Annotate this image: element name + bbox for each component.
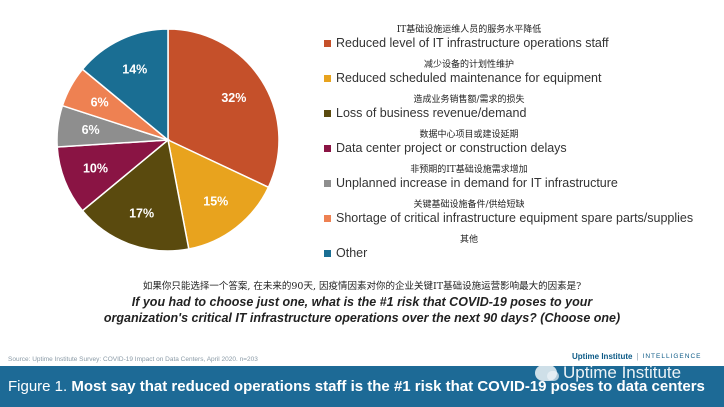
- legend-label: Data center project or construction dela…: [336, 141, 567, 155]
- brand-name: Uptime Institute: [572, 352, 633, 361]
- legend-label-zh: 减少设备的计划性维护: [423, 60, 514, 70]
- legend-item: 其他 Other: [324, 232, 724, 267]
- legend-item: 造成业务销售额/需求的损失 Loss of business revenue/d…: [324, 92, 724, 127]
- legend-label-zh: 数据中心项目或建设延期: [419, 130, 519, 140]
- legend-swatch: [324, 109, 331, 117]
- brand-separator: |: [636, 352, 639, 361]
- slice-label: 17%: [129, 206, 154, 220]
- slice-label: 6%: [91, 95, 109, 109]
- legend-item: 减少设备的计划性维护 Reduced scheduled maintenance…: [324, 57, 724, 92]
- legend-label: Loss of business revenue/demand: [336, 106, 527, 120]
- wechat-icon: [535, 365, 559, 381]
- legend-item: 非预期的IT基础设施需求增加 Unplanned increase in dem…: [324, 162, 724, 197]
- legend-label: Shortage of critical infrastructure equi…: [336, 211, 694, 225]
- legend-swatch: [324, 39, 331, 47]
- legend-label: Other: [336, 246, 368, 260]
- slice-label: 10%: [83, 162, 108, 176]
- legend-label-zh: 造成业务销售额/需求的损失: [413, 95, 525, 105]
- legend-label-zh: IT基础设施运维人员的服务水平降低: [396, 25, 542, 35]
- legend-item: 数据中心项目或建设延期 Data center project or const…: [324, 127, 724, 162]
- watermark-text: Uptime Institute: [563, 363, 682, 382]
- legend-label-zh: 其他: [459, 235, 478, 245]
- caption-banner: Figure 1. Most say that reduced operatio…: [0, 366, 724, 407]
- chart-legend: IT基础设施运维人员的服务水平降低 Reduced level of IT in…: [324, 22, 724, 267]
- legend-swatch: [324, 179, 331, 187]
- slice-label: 32%: [221, 91, 246, 105]
- legend-label-zh: 关键基础设施备件/供给短缺: [413, 200, 525, 210]
- legend-label-zh: 非预期的IT基础设施需求增加: [410, 165, 528, 175]
- question-zh: 如果你只能选择一个答案, 在未来的90天, 因疫情因素对你的企业关键IT基础设施…: [142, 281, 582, 292]
- pie-slice: [81, 138, 190, 252]
- slice-label: 6%: [82, 123, 100, 137]
- legend-item: IT基础设施运维人员的服务水平降低 Reduced level of IT in…: [324, 22, 724, 57]
- figure-caption: Figure 1. Most say that reduced operatio…: [8, 378, 705, 395]
- legend-swatch: [324, 74, 331, 82]
- pie-slice: [167, 28, 280, 189]
- pie-slice: [81, 28, 169, 142]
- slice-label: 14%: [122, 62, 147, 76]
- pie-chart: 32% 15% 17% 10% 6% 6% 14%: [56, 28, 280, 252]
- legend-swatch: [324, 144, 331, 152]
- legend-label: Reduced level of IT infrastructure opera…: [336, 36, 609, 50]
- legend-swatch: [324, 249, 331, 257]
- legend-label: Unplanned increase in demand for IT infr…: [336, 176, 618, 190]
- caption-prefix: Figure 1.: [8, 378, 68, 395]
- caption-text: Most say that reduced operations staff i…: [71, 378, 705, 395]
- brand-tag: INTELLIGENCE: [642, 353, 702, 360]
- slice-label: 15%: [203, 195, 228, 209]
- watermark: Uptime Institute: [535, 363, 681, 383]
- legend-item: 关键基础设施备件/供给短缺 Shortage of critical infra…: [324, 197, 724, 232]
- brand-logo: Uptime Institute | INTELLIGENCE: [572, 352, 702, 361]
- question-en: If you had to choose just one, what is t…: [103, 295, 621, 325]
- legend-swatch: [324, 214, 331, 222]
- legend-label: Reduced scheduled maintenance for equipm…: [336, 71, 602, 85]
- pie-slice: [166, 138, 270, 250]
- source-note: Source: Uptime Institute Survey: COVID-1…: [8, 356, 258, 363]
